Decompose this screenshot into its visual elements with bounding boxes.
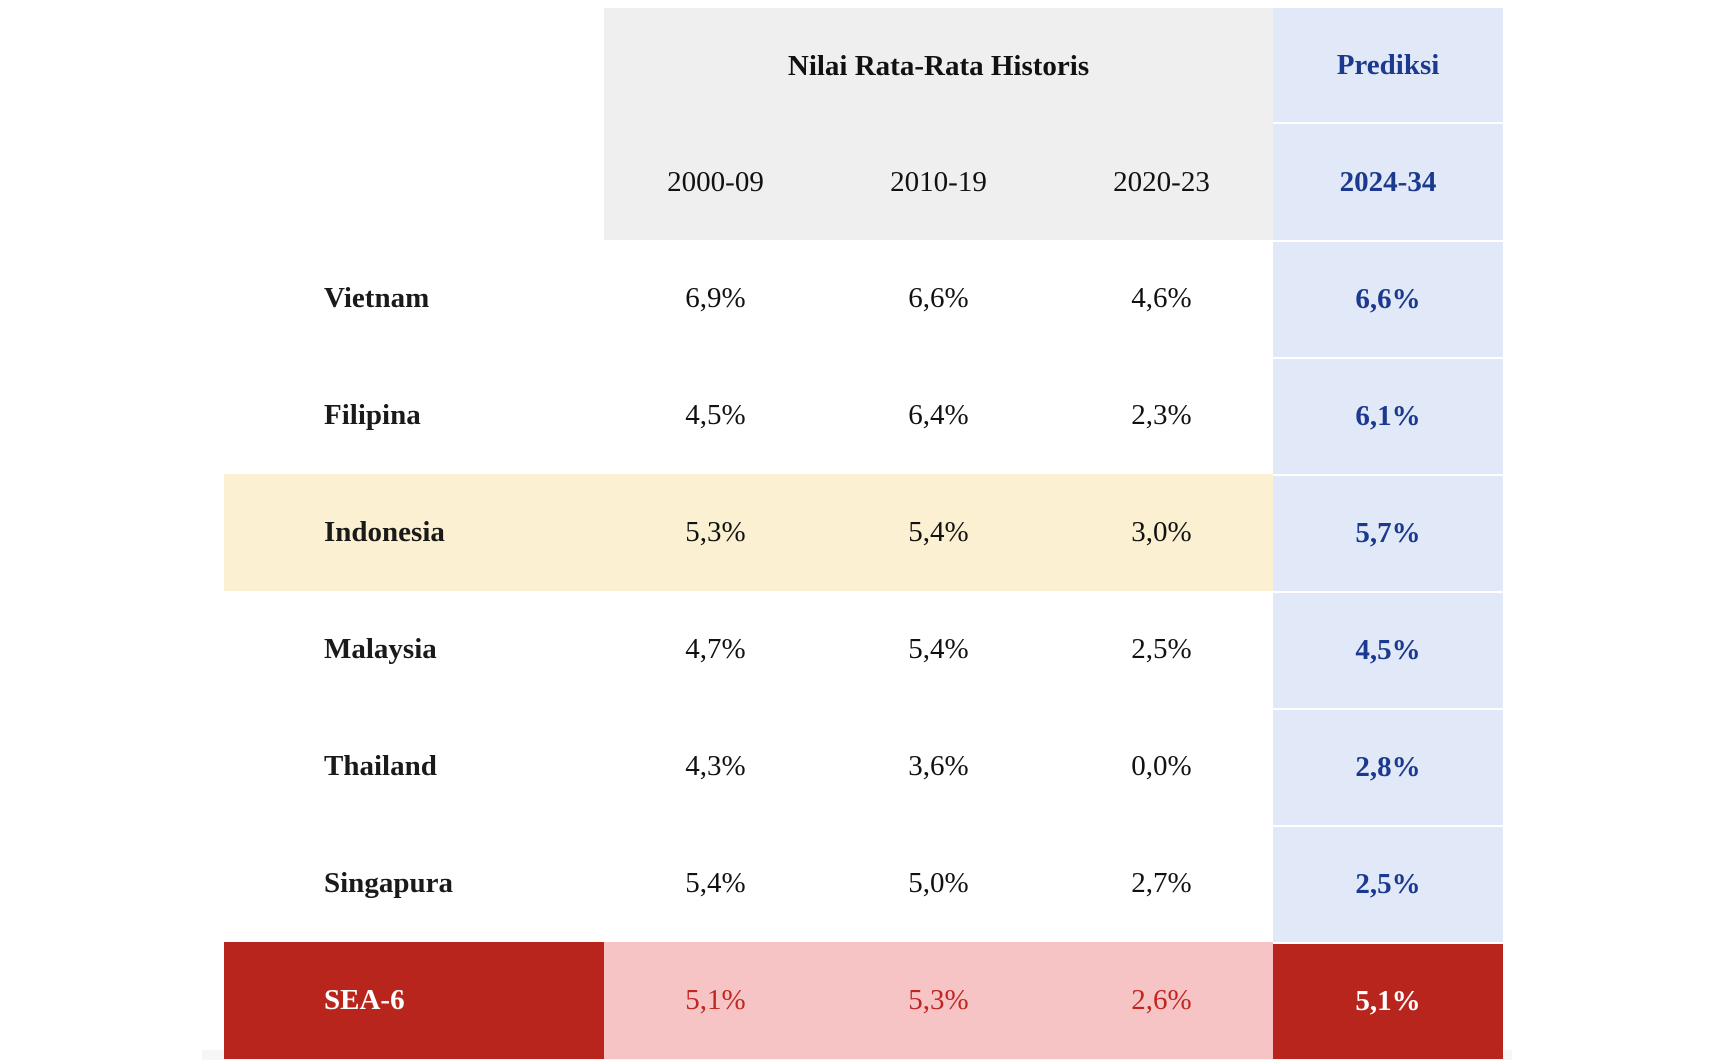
header-corner: [224, 8, 604, 124]
cell-malaysia-2020-23: 2,5%: [1131, 633, 1192, 665]
row-label-indonesia: Indonesia: [224, 474, 604, 591]
cell-malaysia-2010-19: 5,4%: [908, 633, 969, 665]
cell-vietnam-2000-09: 6,9%: [685, 282, 746, 314]
cell-thailand-2010-19: 3,6%: [908, 750, 969, 782]
cell-filipina-2010-19: 6,4%: [908, 399, 969, 431]
cell-singapura-2024-34: 2,5%: [1273, 825, 1503, 942]
row-label-singapura: Singapura: [324, 867, 453, 899]
cell-sea-6-2020-23: 2,6%: [1050, 942, 1273, 1059]
cell-filipina-2024-34: 6,1%: [1273, 357, 1503, 474]
column-header-2010-19: 2010-19: [827, 124, 1050, 240]
cell-singapura-2000-09: 5,4%: [685, 867, 746, 899]
cell-indonesia-2024-34: 5,7%: [1273, 474, 1503, 591]
cell-vietnam-2024-34: 6,6%: [1273, 240, 1503, 357]
cell-malaysia-2024-34: 4,5%: [1273, 591, 1503, 708]
cell-sea-6-2010-19: 5,3%: [827, 942, 1050, 1059]
row-label-filipina: Filipina: [324, 399, 421, 431]
cell-filipina-2020-23: 2,3%: [1131, 399, 1192, 431]
header-corner-2: [224, 124, 604, 240]
column-header-2000-09: 2000-09: [604, 124, 827, 240]
cell-vietnam-2010-19: 6,6%: [908, 282, 969, 314]
cell-indonesia-2020-23: 3,0%: [1050, 474, 1273, 591]
growth-table: Nilai Rata-Rata Historis Prediksi 2000-0…: [224, 8, 1503, 1059]
row-label-sea-6: SEA-6: [224, 942, 604, 1059]
cell-thailand-2000-09: 4,3%: [685, 750, 746, 782]
cell-singapura-2010-19: 5,0%: [908, 867, 969, 899]
row-label-malaysia: Malaysia: [324, 633, 437, 665]
cell-sea-6-2024-34: 5,1%: [1273, 942, 1503, 1059]
row-label-thailand: Thailand: [324, 750, 437, 782]
cell-thailand-2020-23: 0,0%: [1131, 750, 1192, 782]
historical-group-header: Nilai Rata-Rata Historis: [604, 8, 1273, 124]
column-header-2020-23: 2020-23: [1050, 124, 1273, 240]
cell-sea-6-2000-09: 5,1%: [604, 942, 827, 1059]
cell-malaysia-2000-09: 4,7%: [685, 633, 746, 665]
cell-vietnam-2020-23: 4,6%: [1131, 282, 1192, 314]
prediction-group-header: Prediksi: [1273, 8, 1503, 124]
cell-singapura-2020-23: 2,7%: [1131, 867, 1192, 899]
row-label-vietnam: Vietnam: [324, 282, 430, 314]
column-header-2024-34: 2024-34: [1273, 124, 1503, 240]
cell-indonesia-2000-09: 5,3%: [604, 474, 827, 591]
cell-filipina-2000-09: 4,5%: [685, 399, 746, 431]
cell-thailand-2024-34: 2,8%: [1273, 708, 1503, 825]
cell-indonesia-2010-19: 5,4%: [827, 474, 1050, 591]
